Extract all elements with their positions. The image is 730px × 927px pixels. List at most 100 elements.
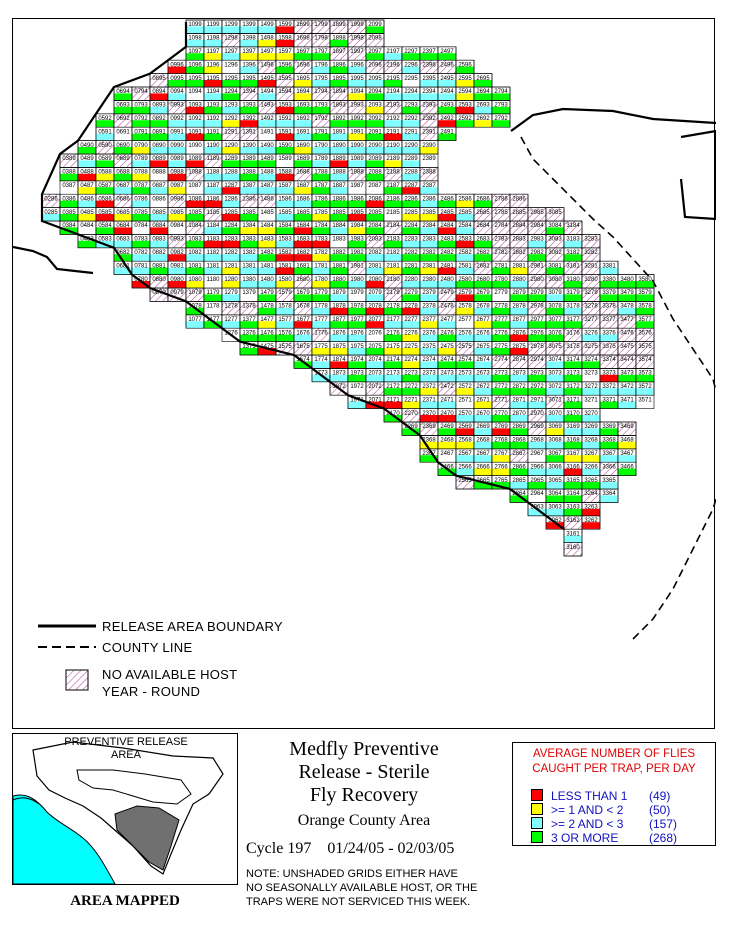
grid-cell-id: 3176 — [566, 330, 580, 336]
grid-cell-id: 2073 — [368, 371, 382, 377]
grid-cell-id: 1693 — [296, 103, 310, 109]
grid-cell-id: 1488 — [260, 170, 274, 176]
grid-cell: 2084 — [365, 220, 385, 235]
grid-cell-id: 1985 — [350, 210, 364, 216]
grid-cell-id: 1286 — [224, 196, 238, 202]
grid-cell: 3282 — [581, 247, 601, 262]
grid-cell-id: 2869 — [512, 424, 526, 430]
grid-cell-id: 1787 — [314, 183, 328, 189]
grid-cell: 2673 — [473, 368, 493, 383]
grid-cell-id: 3073 — [548, 371, 562, 377]
grid-cell-id: 2866 — [512, 464, 526, 470]
grid-cell-id: 2674 — [476, 357, 490, 363]
grid-cell-id: 2496 — [440, 62, 454, 68]
grid-cell: 1993 — [347, 100, 367, 115]
grid-cell: 2385 — [419, 207, 439, 222]
grid-cell: 1992 — [347, 113, 367, 128]
grid-cell-id: 2391 — [422, 129, 436, 135]
grid-cell-id: 2581 — [458, 263, 472, 269]
grid-cell: 3376 — [599, 327, 619, 342]
grid-cell-id: 2565 — [458, 478, 472, 484]
grid-cell-id: 3280 — [584, 277, 598, 283]
grid-cell: 2770 — [491, 408, 511, 423]
legend-row-label: 3 OR MORE — [551, 831, 619, 845]
grid-cell-id: 2780 — [494, 277, 508, 283]
grid-cell-id: 1990 — [350, 143, 364, 149]
grid-cell: 2566 — [455, 461, 475, 476]
grid-cell-id: 2379 — [422, 290, 436, 296]
grid-cell-id: 3184 — [566, 223, 580, 229]
grid-cell: 1184 — [203, 220, 223, 235]
grid-cell: 2193 — [383, 100, 403, 115]
grid-cell-id: 2090 — [368, 143, 382, 149]
grid-cell: 3073 — [545, 368, 565, 383]
grid-cell-id: 2097 — [368, 49, 382, 55]
grid-cell: 1687 — [293, 180, 313, 195]
grid-cell-id: 2978 — [530, 304, 544, 310]
grid-cell-id: 1185 — [207, 210, 221, 216]
grid-cells: 3160 3161 3062 3162 3262 2963 3063 3163 3263 2864… — [41, 19, 655, 557]
grid-cell-id: 1599 — [278, 22, 292, 28]
grid-cell-id: 2769 — [494, 424, 508, 430]
grid-cell-id: 1278 — [224, 304, 238, 310]
grid-cell-id: 2085 — [368, 210, 382, 216]
grid-cell-id: 2293 — [404, 103, 418, 109]
grid-cell: 3273 — [581, 368, 601, 383]
grid-cell-id: 2963 — [530, 505, 544, 511]
grid-cell: 1882 — [329, 247, 349, 262]
grid-cell-id: 1797 — [314, 49, 328, 55]
grid-cell-id: 1596 — [278, 62, 292, 68]
grid-cell-id: 2176 — [386, 330, 400, 336]
grid-cell-id: 1293 — [224, 103, 238, 109]
grid-cell: 2882 — [509, 247, 529, 262]
title-line-2: Release - Sterile — [298, 761, 430, 783]
grid-cell: 1978 — [347, 301, 367, 316]
grid-cell-id: 2594 — [458, 89, 472, 95]
grid-cell-id: 2171 — [386, 397, 400, 403]
grid-cell-id: 2886 — [512, 196, 526, 202]
grid-cell-id: 1478 — [260, 304, 274, 310]
grid-cell-id: 0784 — [134, 223, 148, 229]
grid-cell: 1287 — [221, 180, 241, 195]
grid-cell: 1675 — [293, 341, 313, 356]
grid-cell: 2984 — [527, 220, 547, 235]
grid-cell-id: 3169 — [566, 424, 580, 430]
grid-cell-id: 2771 — [494, 397, 508, 403]
catch-legend-title-2: CAUGHT PER TRAP, PER DAY — [532, 763, 696, 775]
grid-cell: 3578 — [635, 301, 655, 316]
grid-cell-id: 3076 — [548, 330, 562, 336]
grid-cell: 2393 — [419, 100, 439, 115]
grid-cell-id: 0793 — [134, 103, 148, 109]
grid-cell-id: 1885 — [332, 210, 346, 216]
grid-cell-id: 3171 — [566, 397, 580, 403]
grid-cell-id: 2694 — [476, 89, 490, 95]
grid-cell-id: 0882 — [152, 250, 166, 256]
grid-cell-id: 2275 — [404, 344, 418, 350]
grid-cell: 2567 — [455, 448, 475, 463]
grid-cell: 1186 — [203, 193, 223, 208]
grid-cell-id: 2287 — [404, 183, 418, 189]
grid-cell-id: 3478 — [620, 304, 634, 310]
grid-cell-id: 2081 — [368, 263, 382, 269]
grid-cell-id: 1492 — [260, 116, 274, 122]
grid-cell: 3275 — [581, 341, 601, 356]
grid-cell-id: 2369 — [422, 424, 436, 430]
grid-cell-id: 1287 — [224, 183, 238, 189]
grid-cell: 2283 — [401, 234, 421, 249]
grid-cell: 3373 — [599, 368, 619, 383]
grid-cell-id: 2984 — [530, 223, 544, 229]
grid-cell: 1380 — [239, 274, 259, 289]
grid-cell: 0995 — [167, 73, 187, 88]
grid-cell: 2270 — [401, 408, 421, 423]
grid-cell-id: 2777 — [494, 317, 508, 323]
grid-cell-id: 2096 — [368, 62, 382, 68]
grid-cell-id: 3269 — [584, 424, 598, 430]
grid-cell-id: 2670 — [476, 411, 490, 417]
note-line-2: NO SEASONALLY AVAILABLE HOST, OR THE — [246, 882, 478, 894]
grid-cell-id: 1387 — [242, 183, 256, 189]
grid-cell-id: 2580 — [458, 277, 472, 283]
grid-cell-id: 3062 — [548, 518, 562, 524]
grid-cell-id: 2695 — [476, 76, 490, 82]
grid-cell-id: 0590 — [98, 143, 112, 149]
grid-cell-id: 3080 — [548, 277, 562, 283]
